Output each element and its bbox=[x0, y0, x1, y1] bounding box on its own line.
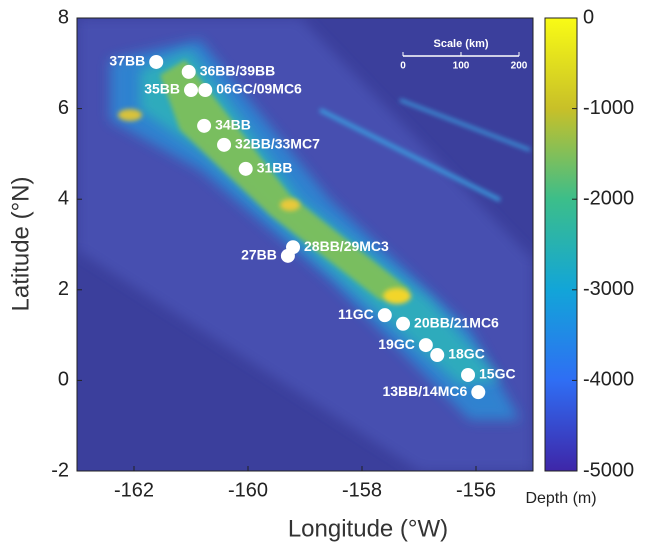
scale-bar-tick-label: 100 bbox=[453, 61, 470, 72]
chart: Longitude (°W) Latitude (°N) Depth (m) S… bbox=[0, 0, 647, 552]
y-tick-label: 6 bbox=[58, 97, 69, 119]
station-point bbox=[217, 138, 231, 152]
station-label: 32BB/33MC7 bbox=[235, 136, 320, 152]
station-label: 37BB bbox=[109, 53, 145, 69]
station-label: 11GC bbox=[338, 306, 374, 322]
station-label: 34BB bbox=[215, 117, 251, 133]
station-point bbox=[182, 65, 196, 79]
station-point bbox=[239, 162, 253, 176]
y-tick-label: 8 bbox=[58, 6, 69, 28]
station-point bbox=[461, 368, 475, 382]
colorbar-tick-label: 0 bbox=[583, 6, 594, 28]
colorbar bbox=[545, 18, 577, 471]
y-tick-label: 0 bbox=[58, 369, 69, 391]
station-point bbox=[396, 317, 410, 331]
station-label: 06GC/09MC6 bbox=[216, 81, 302, 97]
y-tick-label: 4 bbox=[58, 187, 69, 209]
station-label: 15GC bbox=[479, 366, 516, 382]
x-tick-label: -162 bbox=[114, 479, 154, 501]
colorbar-tick-label: -2000 bbox=[583, 187, 634, 209]
station-point bbox=[471, 385, 485, 399]
y-tick-label: 2 bbox=[58, 278, 69, 300]
station-point bbox=[430, 348, 444, 362]
colorbar-tick-label: -4000 bbox=[583, 369, 634, 391]
x-tick-label: -156 bbox=[456, 479, 496, 501]
station-label: 19GC bbox=[378, 336, 415, 352]
station-label: 36BB/39BB bbox=[200, 63, 275, 79]
station-label: 20BB/21MC6 bbox=[414, 314, 499, 330]
colorbar-tick-label: -5000 bbox=[583, 459, 634, 481]
station-point bbox=[149, 55, 163, 69]
y-tick-label: -2 bbox=[51, 459, 69, 481]
station-point bbox=[378, 308, 392, 322]
x-tick-label: -160 bbox=[228, 479, 268, 501]
scale-bar-tick-label: 200 bbox=[511, 61, 528, 72]
station-point bbox=[197, 119, 211, 133]
station-label: 27BB bbox=[241, 247, 277, 263]
x-axis-label: Longitude (°W) bbox=[288, 515, 448, 542]
station-label: 31BB bbox=[257, 160, 293, 176]
station-label: 13BB/14MC6 bbox=[382, 383, 467, 399]
scale-bar-tick-label: 0 bbox=[400, 61, 406, 72]
scale-bar-label: Scale (km) bbox=[433, 38, 488, 50]
y-axis-label: Latitude (°N) bbox=[7, 177, 34, 312]
station-label: 28BB/29MC3 bbox=[304, 238, 389, 254]
colorbar-label: Depth (m) bbox=[525, 490, 596, 507]
station-label: 18GC bbox=[448, 346, 485, 362]
colorbar-tick-label: -3000 bbox=[583, 278, 634, 300]
station-point bbox=[198, 83, 212, 97]
station-point bbox=[281, 249, 295, 263]
colorbar-tick-label: -1000 bbox=[583, 97, 634, 119]
station-label: 35BB bbox=[144, 81, 180, 97]
x-tick-label: -158 bbox=[342, 479, 382, 501]
station-point bbox=[419, 338, 433, 352]
station-point bbox=[184, 83, 198, 97]
